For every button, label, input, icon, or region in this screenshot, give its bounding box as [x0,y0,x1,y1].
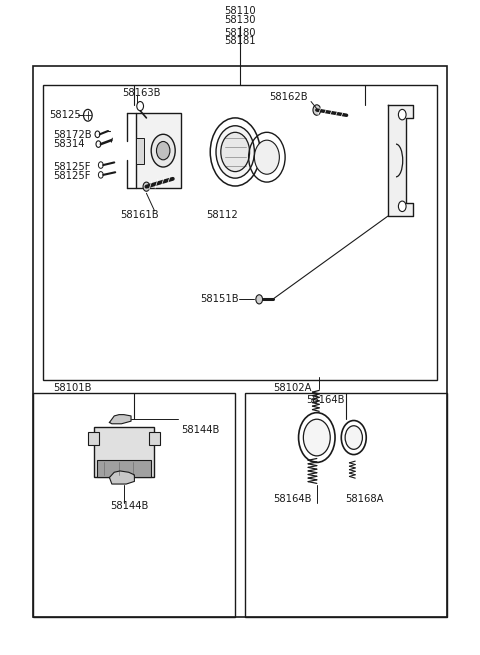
Text: 58172B: 58172B [53,130,91,140]
Text: 58125F: 58125F [53,171,90,181]
Bar [96,460,151,477]
Text: 58151B: 58151B [201,294,239,305]
Circle shape [98,162,103,168]
Circle shape [95,131,100,138]
Circle shape [303,419,330,456]
Text: 58102A: 58102A [274,383,312,393]
Circle shape [398,109,406,120]
Text: 58162B: 58162B [269,92,307,102]
Text: 58163B: 58163B [122,88,161,98]
Circle shape [84,109,92,121]
Bar [88,432,99,445]
Text: 58125: 58125 [49,110,81,121]
Circle shape [313,105,321,115]
Bar [43,85,437,380]
Text: 58125F: 58125F [53,162,90,172]
Text: 58130: 58130 [224,14,256,25]
Text: 58314: 58314 [53,139,84,149]
Text: 58164B: 58164B [306,394,345,405]
Circle shape [216,126,254,178]
Text: 58144B: 58144B [181,424,220,435]
Text: 58164B: 58164B [274,494,312,504]
Bar [149,432,159,445]
Circle shape [256,295,263,304]
Circle shape [137,102,144,111]
Bar [94,428,154,477]
Circle shape [98,172,103,178]
Bar [136,138,144,164]
Bar [245,393,447,617]
Circle shape [345,426,362,449]
Circle shape [398,201,406,212]
Circle shape [254,140,279,174]
Text: 58181: 58181 [224,36,256,47]
Circle shape [221,132,250,172]
Bar [33,393,235,617]
Polygon shape [109,471,134,484]
Bar [33,66,447,617]
Circle shape [143,182,150,191]
Polygon shape [109,415,131,424]
Text: 58144B: 58144B [110,500,149,511]
Text: 58180: 58180 [224,28,256,38]
Text: 58161B: 58161B [120,210,158,220]
Text: 58110: 58110 [224,6,256,16]
Text: 58101B: 58101B [53,383,91,393]
Text: 58112: 58112 [206,210,238,220]
Bar [136,113,181,189]
Circle shape [151,134,175,167]
Circle shape [156,141,170,160]
Circle shape [96,141,101,147]
Polygon shape [388,105,413,216]
Text: 58168A: 58168A [346,494,384,504]
